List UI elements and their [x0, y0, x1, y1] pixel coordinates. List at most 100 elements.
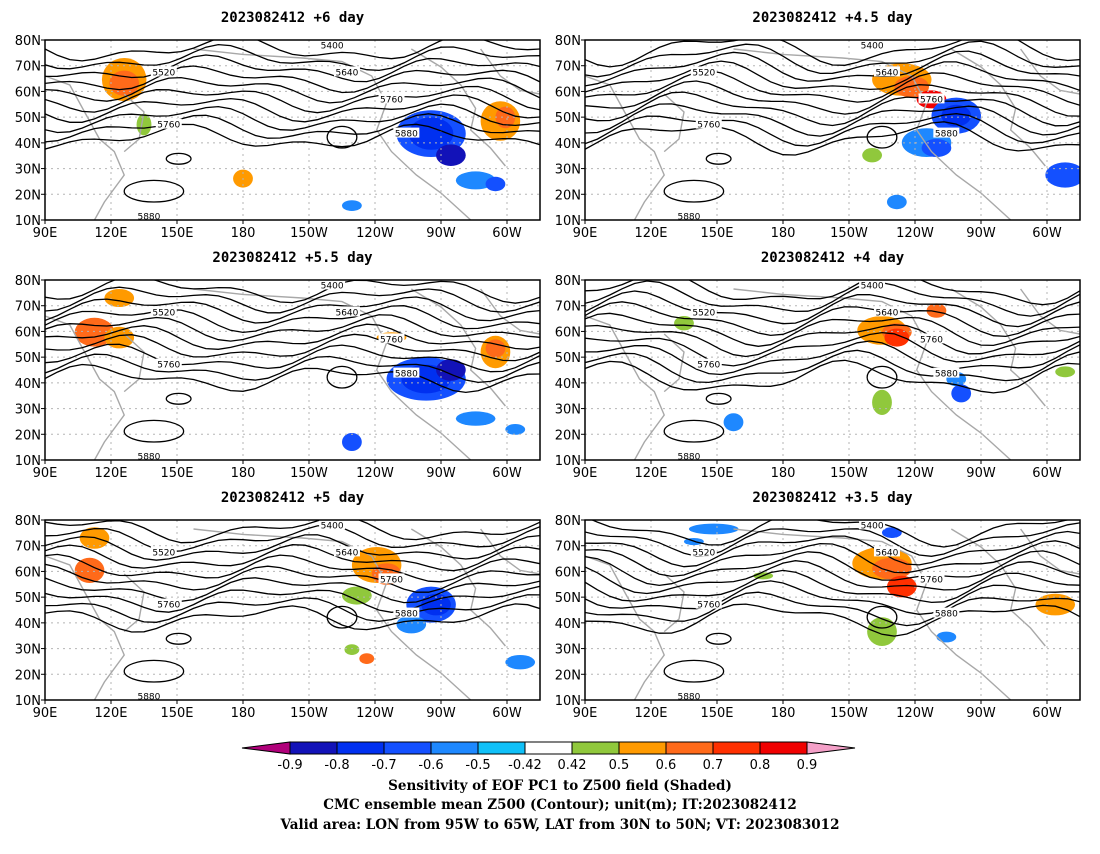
lon-tick-label: 180: [771, 706, 796, 721]
lat-tick-label: 40N: [555, 617, 581, 632]
lat-tick-label: 70N: [555, 300, 581, 315]
panel-title: 2023082412 +4 day: [761, 250, 905, 266]
shaded-area: [936, 631, 957, 643]
shaded-area: [886, 194, 907, 210]
contour-label: 5520: [692, 68, 715, 78]
lon-tick-label: 150E: [700, 226, 733, 241]
shaded-area: [926, 303, 947, 318]
shaded-area: [342, 200, 362, 212]
contour-label: 5760: [920, 95, 943, 105]
contour-label: 5520: [152, 68, 175, 78]
contour-label: 5880: [137, 692, 160, 702]
colorbar-tick-label: -0.9: [277, 758, 302, 773]
lon-tick-label: 150W: [290, 466, 328, 481]
contour-label: 5880: [137, 212, 160, 222]
caption-line-1: Sensitivity of EOF PC1 to Z500 field (Sh…: [388, 778, 732, 794]
shaded-area: [688, 523, 739, 535]
contour-label: 5640: [335, 308, 358, 318]
lon-tick-label: 120W: [896, 466, 934, 481]
lat-tick-label: 80N: [555, 34, 581, 49]
lat-tick-label: 80N: [555, 274, 581, 289]
contour-label: 5760: [697, 601, 720, 611]
lon-tick-label: 90E: [33, 706, 58, 721]
colorbar-tick-label: -0.6: [418, 758, 443, 773]
colorbar-tick-label: 0.42: [558, 758, 587, 773]
shaded-area: [74, 557, 105, 584]
contour-label: 5880: [395, 370, 418, 380]
shaded-area: [436, 144, 466, 166]
lon-tick-label: 60W: [492, 226, 522, 241]
contour-label: 5760: [157, 121, 180, 131]
map-panel: 2023082412 +5.5 day 5400 5520 5640 5760 5760 5…: [15, 250, 541, 481]
contour-label: 5400: [321, 281, 344, 291]
colorbar-box: [524, 741, 573, 755]
caption-line-3: Valid area: LON from 95W to 65W, LAT fro…: [280, 817, 840, 833]
z500-contours: [45, 40, 540, 203]
colorbar-box: [336, 741, 385, 755]
lon-tick-label: 150W: [830, 706, 868, 721]
lon-tick-label: 120W: [356, 706, 394, 721]
contour-label: 5400: [321, 521, 344, 531]
colorbar-box: [618, 741, 667, 755]
panel-frame: [44, 519, 541, 701]
sensitivity-shading: [101, 58, 521, 212]
shaded-area: [136, 113, 152, 136]
panel-title: 2023082412 +5.5 day: [212, 250, 373, 266]
lon-tick-label: 60W: [1032, 706, 1062, 721]
lon-tick-label: 90W: [426, 706, 456, 721]
lon-tick-label: 150E: [160, 706, 193, 721]
lat-tick-label: 50N: [15, 351, 41, 366]
lon-tick-label: 90W: [426, 226, 456, 241]
colorbar-extend-low: [241, 741, 291, 755]
lat-tick-label: 40N: [15, 377, 41, 392]
shaded-area: [886, 575, 917, 598]
map-panel: 2023082412 +5 day 5400 5520 5640 5760 5760 588…: [15, 490, 541, 721]
shaded-area: [359, 653, 375, 664]
lat-tick-label: 20N: [555, 428, 581, 443]
shaded-area: [455, 411, 496, 426]
shaded-area: [951, 384, 972, 403]
shaded-area: [495, 106, 516, 129]
lon-tick-label: 150E: [160, 466, 193, 481]
shaded-area: [421, 593, 451, 616]
panel-title: 2023082412 +6 day: [221, 10, 365, 26]
contour-label: 5400: [321, 41, 344, 51]
contour-label: 5640: [335, 68, 358, 78]
lon-tick-label: 180: [231, 706, 256, 721]
shaded-area: [941, 104, 972, 127]
contour-label: 5760: [920, 335, 943, 345]
lat-tick-label: 10N: [15, 214, 41, 229]
lat-tick-label: 20N: [15, 428, 41, 443]
contour-label: 5760: [380, 575, 403, 585]
lon-tick-label: 120W: [896, 706, 934, 721]
lon-tick-label: 60W: [492, 706, 522, 721]
shaded-area: [921, 139, 952, 157]
z500-contours: [585, 40, 1080, 203]
contour-label: 5880: [935, 610, 958, 620]
contour-label: 5640: [335, 548, 358, 558]
lat-tick-label: 20N: [15, 668, 41, 683]
lon-tick-label: 90W: [966, 706, 996, 721]
shaded-area: [882, 527, 902, 538]
colorbar-tick-label: -0.8: [324, 758, 349, 773]
panel-frame: [44, 39, 541, 221]
lat-tick-label: 30N: [555, 643, 581, 658]
colorbar-tick-label: 0.7: [703, 758, 724, 773]
map-panel: 2023082412 +4.5 day 5400 5520 5640 5760 5760 5…: [555, 10, 1081, 241]
lon-tick-label: 120E: [94, 466, 127, 481]
shaded-area: [342, 433, 362, 451]
z500-contours: [585, 520, 1080, 683]
lon-tick-label: 90W: [426, 466, 456, 481]
lon-tick-label: 60W: [492, 466, 522, 481]
panel-title: 2023082412 +4.5 day: [752, 10, 913, 26]
lon-tick-label: 90E: [33, 466, 58, 481]
contour-label: 5880: [935, 370, 958, 380]
lat-tick-label: 70N: [15, 540, 41, 555]
lat-tick-label: 70N: [15, 60, 41, 75]
lat-tick-label: 80N: [15, 514, 41, 529]
z500-contours: [45, 520, 540, 683]
contour-label: 5520: [692, 548, 715, 558]
contour-label: 5400: [861, 521, 884, 531]
shaded-area: [505, 655, 536, 670]
colorbar-box: [383, 741, 432, 755]
